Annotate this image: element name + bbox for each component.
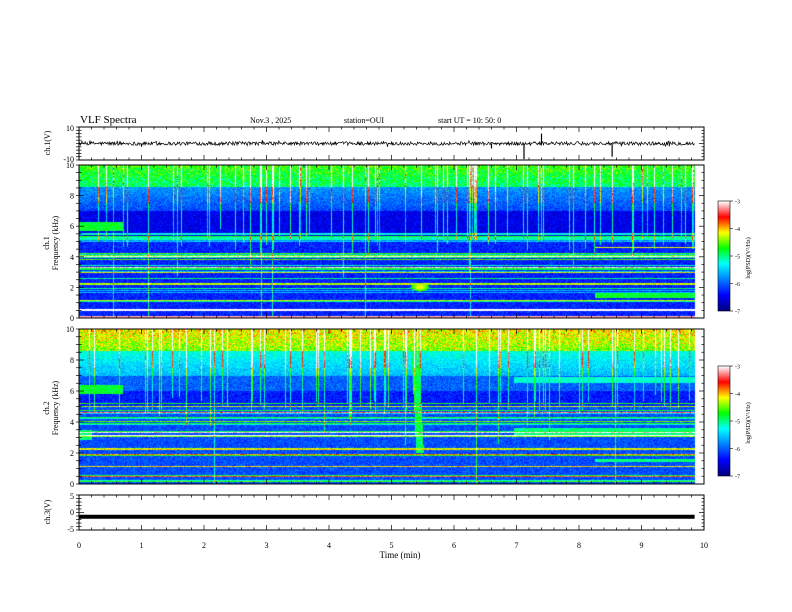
station-label: station=OUI [344,116,384,125]
frequency-tick-label: 2 [70,449,74,458]
ch3-ytick-top: 5 [70,492,74,501]
frequency-tick-label: 6 [70,387,74,396]
frequency-tick-label: 10 [66,325,74,334]
ch3-waveform-panel: 5 0 -5 ch.3(V) [43,492,705,534]
colorbar-tick-label: -5 [735,420,740,426]
frequency-tick-label: 10 [66,161,74,170]
time-tick-label: 4 [327,541,331,550]
colorbar-tick-label: -7 [735,475,740,481]
time-axis-tick-labels: 0 1 2 3 4 5 6 7 8 9 10 [77,541,708,550]
ch2-frequency-tick-labels: 0 2 4 6 8 10 [66,325,74,489]
ch3-ytick-bottom: -5 [67,525,74,534]
frequency-tick-label: 6 [70,222,74,231]
time-tick-label: 5 [390,541,394,550]
ch2-colorbar [718,366,730,476]
time-tick-label: 9 [640,541,644,550]
ch1-ytick-top: 10 [66,124,74,133]
time-tick-label: 6 [452,541,456,550]
ch1-spectrogram-ticks [76,164,705,319]
frequency-tick-label: 4 [70,253,74,262]
frequency-tick-label: 4 [70,418,74,427]
colorbar-tick-label: -7 [735,310,740,316]
ch1-frequency-axis-label: Frequency (kHz) [51,215,60,270]
ch2-spectrogram-ticks [76,328,705,485]
colorbar-tick-label: -3 [735,200,740,206]
colorbar-tick-label: -6 [735,447,740,453]
ch2-frequency-axis-label: Frequency (kHz) [51,380,60,435]
ch3-ytick-middle: 0 [70,508,74,517]
ch1-waveform-ticks [76,126,705,161]
date-label: Nov.3 , 2025 [250,116,291,125]
colorbar-tick-label: -3 [735,365,740,371]
time-tick-label: 7 [515,541,519,550]
ch1-spectrogram-image [79,165,704,318]
time-tick-label: 3 [265,541,269,550]
ch2-spectrogram-image [79,329,704,484]
frequency-tick-label: 8 [70,192,74,201]
time-tick-label: 10 [700,541,708,550]
ch1-ytick-bottom: -10 [63,155,74,164]
start-time-label: start UT = 10: 50: 0 [438,116,501,125]
frequency-tick-label: 0 [70,480,74,489]
time-tick-label: 0 [77,541,81,550]
ch1-colorbar [718,201,730,311]
ch2-spectrogram-channel-label: ch.2 [42,401,51,415]
colorbar-tick-label: -4 [735,227,740,233]
ch3-waveform-frame [78,494,705,531]
ch2-colorbar-tick-labels: -3 -4 -5 -6 -7 [730,365,740,481]
ch2-colorbar-label: log(PSD)(V²/Hz) [745,402,752,443]
ch1-frequency-tick-labels: 0 2 4 6 8 10 [66,161,74,323]
time-tick-label: 8 [577,541,581,550]
ch1-colorbar-label: log(PSD)(V²/Hz) [745,237,752,278]
ch1-colorbar-tick-labels: -3 -4 -5 -6 -7 [730,200,740,316]
time-axis-label: Time (min) [380,550,421,560]
colorbar-tick-label: -5 [735,255,740,261]
time-tick-label: 2 [202,541,206,550]
colorbar-tick-label: -4 [735,392,740,398]
colorbar-tick-label: -6 [735,282,740,288]
frequency-tick-label: 2 [70,283,74,292]
ch3-waveform-ticks [76,494,705,531]
ch1-waveform-panel: 10 -10 ch.1(V) [43,124,705,164]
time-tick-label: 1 [140,541,144,550]
ch3-waveform-ylabel: ch.3(V) [43,499,52,524]
frequency-tick-label: 0 [70,314,74,323]
ch1-trace-line [78,139,695,148]
frequency-tick-label: 8 [70,356,74,365]
ch1-waveform-trace [78,133,695,160]
ch1-spectrogram-channel-label: ch.1 [42,236,51,250]
ch1-waveform-ylabel: ch.1(V) [43,130,52,155]
figure-title: VLF Spectra [80,114,137,126]
